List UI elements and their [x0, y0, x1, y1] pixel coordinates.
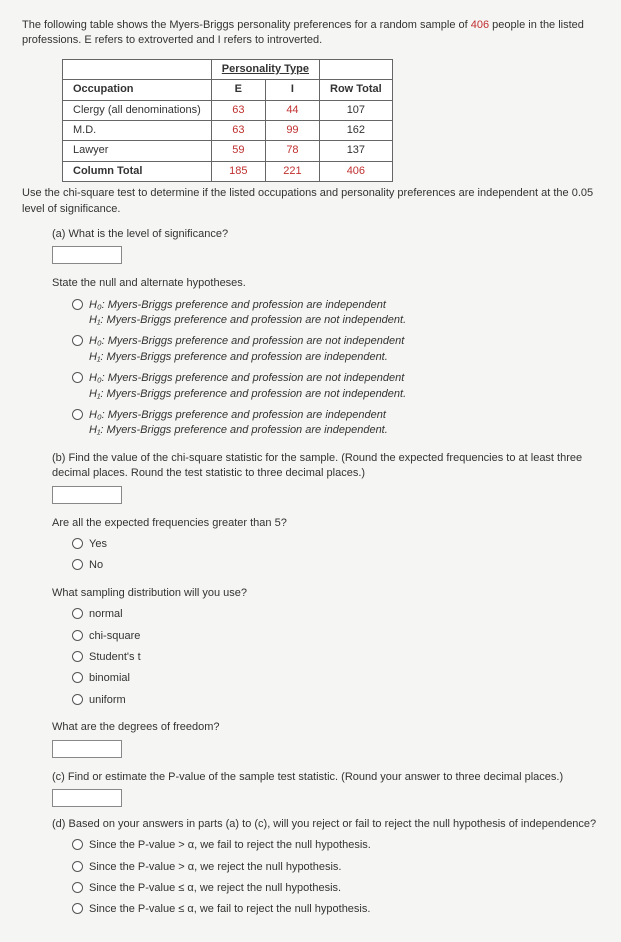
radio-icon: [72, 608, 83, 619]
intro-text: The following table shows the Myers-Brig…: [22, 18, 599, 49]
hypothesis-option[interactable]: H₀: Myers-Briggs preference and professi…: [72, 298, 599, 329]
col-e: E: [211, 80, 265, 100]
table-row: M.D. 63 99 162: [63, 120, 393, 140]
decision-option[interactable]: Since the P-value ≤ α, we reject the nul…: [72, 881, 599, 896]
dist-option[interactable]: Student's t: [72, 650, 599, 665]
dist-option[interactable]: binomial: [72, 671, 599, 686]
radio-icon: [72, 694, 83, 705]
dist-option[interactable]: chi-square: [72, 629, 599, 644]
radio-icon: [72, 839, 83, 850]
col-i: I: [265, 80, 319, 100]
radio-icon: [72, 630, 83, 641]
exp-freq-option[interactable]: No: [72, 558, 599, 573]
radio-icon: [72, 861, 83, 872]
dist-option[interactable]: normal: [72, 607, 599, 622]
significance-input[interactable]: [52, 246, 122, 264]
decision-option[interactable]: Since the P-value > α, we fail to reject…: [72, 838, 599, 853]
radio-icon: [72, 651, 83, 662]
table-row: Clergy (all denominations) 63 44 107: [63, 100, 393, 120]
radio-icon: [72, 409, 83, 420]
hypothesis-option[interactable]: H₀: Myers-Briggs preference and professi…: [72, 408, 599, 439]
pvalue-input[interactable]: [52, 789, 122, 807]
hypotheses-stem: State the null and alternate hypotheses.: [52, 276, 599, 291]
row-total-header: Row Total: [320, 80, 393, 100]
chi-stat-input[interactable]: [52, 486, 122, 504]
radio-icon: [72, 672, 83, 683]
decision-option[interactable]: Since the P-value ≤ α, we fail to reject…: [72, 902, 599, 917]
table-row-total: Column Total 185 221 406: [63, 161, 393, 181]
radio-icon: [72, 372, 83, 383]
dist-option[interactable]: uniform: [72, 693, 599, 708]
part-c-q: (c) Find or estimate the P-value of the …: [52, 771, 563, 783]
part-d-q: (d) Based on your answers in parts (a) t…: [52, 817, 599, 832]
data-table: Personality Type Occupation E I Row Tota…: [62, 59, 393, 182]
radio-icon: [72, 335, 83, 346]
radio-icon: [72, 538, 83, 549]
decision-option[interactable]: Since the P-value > α, we reject the nul…: [72, 860, 599, 875]
table-row: Lawyer 59 78 137: [63, 141, 393, 161]
hypothesis-option[interactable]: H₀: Myers-Briggs preference and professi…: [72, 371, 599, 402]
occ-header: Occupation: [63, 80, 212, 100]
part-a-q: (a) What is the level of significance?: [52, 228, 228, 240]
radio-icon: [72, 882, 83, 893]
exp-freq-stem: Are all the expected frequencies greater…: [52, 516, 599, 531]
radio-icon: [72, 559, 83, 570]
pt-header: Personality Type: [211, 59, 319, 79]
exp-freq-option[interactable]: Yes: [72, 537, 599, 552]
hypothesis-option[interactable]: H₀: Myers-Briggs preference and professi…: [72, 334, 599, 365]
radio-icon: [72, 299, 83, 310]
dist-stem: What sampling distribution will you use?: [52, 586, 599, 601]
radio-icon: [72, 903, 83, 914]
part-b-q: (b) Find the value of the chi-square sta…: [52, 452, 582, 479]
df-stem: What are the degrees of freedom?: [52, 720, 599, 735]
chi-intro: Use the chi-square test to determine if …: [22, 186, 599, 217]
df-input[interactable]: [52, 740, 122, 758]
sample-size: 406: [471, 19, 489, 31]
